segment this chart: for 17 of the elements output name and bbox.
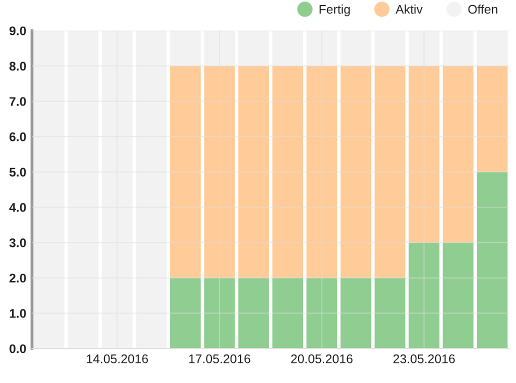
y-tick-label: 8.0 (9, 62, 26, 71)
y-tick-label: 6.0 (10, 132, 26, 142)
y-tick-label: 3.0 (9, 238, 26, 248)
x-tick-label: 14.05.2016 (86, 354, 148, 364)
y-tick-label: 2.0 (9, 274, 26, 283)
x-tick-label: 20.05.2016 (291, 354, 353, 364)
legend-label: Offen (468, 4, 498, 14)
y-tick-label: 4.0 (9, 203, 26, 212)
x-tick-label: 17.05.2016 (189, 354, 250, 364)
y-tick-label: 9.0 (9, 26, 26, 36)
x-tick-label: 23.05.2016 (393, 354, 455, 364)
y-tick-label: 1.0 (10, 309, 26, 318)
y-tick-label: 7.0 (10, 97, 26, 106)
legend-label: Fertig (320, 4, 350, 16)
y-tick-label: 5.0 (9, 168, 26, 177)
y-tick-label: 0.0 (10, 344, 26, 354)
legend-label: Aktiv (396, 4, 423, 14)
